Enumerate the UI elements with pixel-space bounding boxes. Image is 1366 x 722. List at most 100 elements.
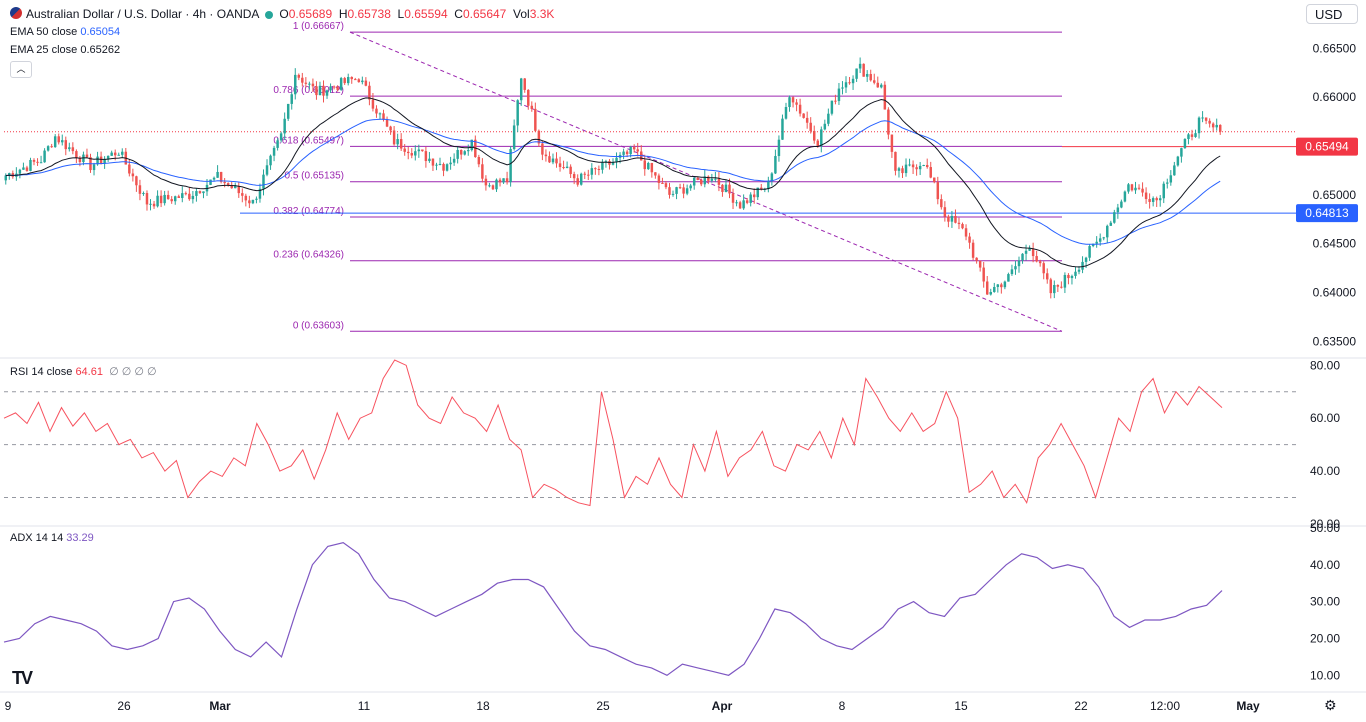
- candle-body: [908, 164, 911, 166]
- candle-body: [897, 168, 901, 171]
- candle-body: [237, 186, 241, 194]
- ema50-legend[interactable]: EMA 50 close 0.65054: [10, 26, 120, 38]
- candle-body: [883, 84, 887, 110]
- adx-legend[interactable]: ADX 14 14 33.29: [10, 532, 94, 544]
- candle-body: [39, 162, 43, 164]
- price-axis-tick: 0.65000: [1313, 188, 1357, 202]
- candle-body: [375, 108, 378, 114]
- candle-body: [1038, 261, 1042, 264]
- candle-body: [1204, 117, 1208, 121]
- candle-body: [488, 185, 491, 187]
- settings-icon[interactable]: ⚙: [1324, 697, 1337, 713]
- candle-body: [191, 195, 195, 200]
- candle-body: [594, 168, 597, 170]
- candle-body: [424, 151, 428, 162]
- candle-body: [551, 158, 555, 163]
- candle-body: [954, 215, 957, 223]
- candle-body: [1042, 263, 1045, 274]
- candle-body: [258, 188, 262, 199]
- candle-body: [904, 164, 908, 174]
- candle-body: [622, 151, 625, 155]
- candle-body: [156, 195, 159, 207]
- candle-body: [608, 161, 611, 165]
- candle-body: [512, 125, 516, 150]
- candle-body: [159, 195, 163, 204]
- candle-body: [477, 157, 481, 165]
- candle-body: [1074, 271, 1077, 276]
- candle-body: [1190, 134, 1194, 137]
- candle-body: [851, 78, 855, 84]
- candle-body: [781, 118, 784, 140]
- candle-body: [18, 169, 22, 174]
- candle-body: [1024, 250, 1028, 254]
- candle-body: [925, 164, 929, 168]
- candle-body: [809, 122, 812, 131]
- candle-body: [798, 104, 802, 114]
- candle-body: [869, 74, 872, 81]
- candle-body: [887, 109, 890, 135]
- candle-body: [1003, 281, 1007, 288]
- candle-body: [993, 286, 996, 293]
- candle-body: [117, 154, 120, 156]
- candle-body: [1060, 286, 1063, 288]
- price-axis-tick: 0.64500: [1313, 237, 1357, 251]
- candle-body: [989, 292, 992, 295]
- candle-body: [534, 108, 537, 131]
- candle-body: [241, 193, 244, 196]
- candle-body: [265, 165, 269, 175]
- candle-body: [198, 191, 202, 194]
- candle-body: [399, 139, 403, 149]
- ema25-legend[interactable]: EMA 25 close 0.65262: [10, 44, 120, 56]
- price-axis-tick: 0.66500: [1313, 41, 1357, 55]
- candle-body: [1046, 273, 1049, 280]
- candle-body: [1187, 134, 1190, 140]
- candle-body: [449, 162, 452, 165]
- fib-level-label: 0.618 (0.65497): [273, 135, 344, 146]
- candle-body: [248, 200, 251, 204]
- candle-body: [491, 185, 495, 190]
- candle-body: [1049, 279, 1053, 294]
- symbol-header[interactable]: Australian Dollar / U.S. Dollar · 4h · O…: [10, 7, 554, 21]
- candle-body: [463, 151, 466, 155]
- candle-body: [996, 284, 1000, 287]
- candle-body: [643, 160, 647, 170]
- candle-body: [1028, 248, 1031, 251]
- candle-body: [1151, 198, 1155, 202]
- candle-body: [152, 203, 156, 207]
- candle-body: [301, 77, 304, 83]
- collapse-legend-button[interactable]: ︿: [10, 61, 32, 78]
- close-value: 0.65647: [462, 7, 507, 21]
- candle-body: [1120, 201, 1123, 208]
- candle-body: [396, 139, 399, 145]
- candle-body: [1218, 124, 1222, 132]
- currency-selector[interactable]: USD: [1306, 4, 1358, 24]
- candle-body: [544, 154, 548, 157]
- candle-body: [664, 183, 668, 188]
- candle-body: [294, 74, 297, 95]
- candle-body: [1007, 274, 1010, 282]
- rsi-legend[interactable]: RSI 14 close 64.61 ∅ ∅ ∅ ∅: [10, 365, 157, 378]
- open-label: O: [279, 7, 289, 21]
- candle-body: [682, 187, 685, 194]
- candle-body: [202, 191, 205, 194]
- candle-body: [865, 74, 869, 77]
- candle-body: [223, 181, 226, 184]
- candle-body: [855, 68, 858, 79]
- candle-body: [57, 136, 60, 143]
- adx-line: [3, 542, 1223, 676]
- candle-body: [8, 173, 11, 176]
- candle-body: [583, 173, 586, 175]
- candle-body: [322, 85, 325, 96]
- candle-body: [481, 164, 484, 179]
- rsi-axis-tick: 20.00: [1310, 517, 1340, 531]
- candle-body: [145, 193, 149, 205]
- candle-body: [131, 173, 135, 177]
- time-axis-tick: Mar: [209, 699, 231, 713]
- axes: 0.635000.640000.645000.650000.655000.660…: [0, 41, 1366, 713]
- fib-level-label: 0.786 (0.66012): [273, 85, 344, 96]
- candle-body: [406, 151, 410, 154]
- candle-body: [964, 228, 968, 237]
- tradingview-logo-icon[interactable]: TV: [12, 668, 33, 688]
- aud-usd-flag-icon: [10, 7, 22, 19]
